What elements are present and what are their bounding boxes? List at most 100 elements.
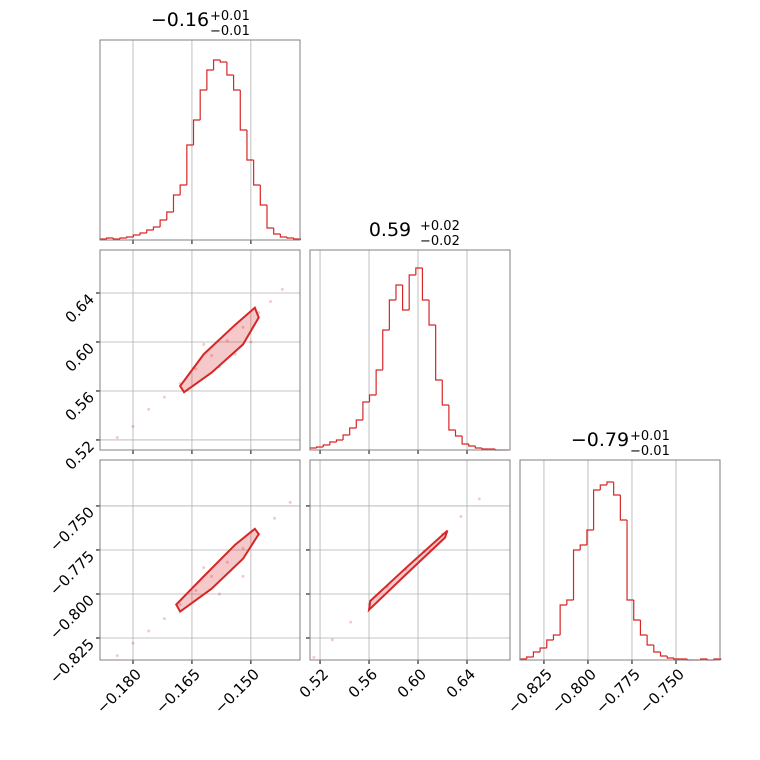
x-tick-label: −0.750 — [636, 665, 688, 717]
scatter-point — [115, 436, 119, 440]
histogram-step — [539, 647, 547, 652]
title-plus: +0.01 — [210, 9, 250, 24]
histogram-step — [382, 329, 390, 370]
histogram-step — [232, 75, 241, 91]
scatter-point — [194, 367, 198, 371]
histogram-step — [401, 285, 410, 311]
histogram-step — [566, 599, 574, 605]
histogram-step — [646, 635, 654, 646]
scatter-point — [162, 617, 166, 621]
panel-title: 0.59 — [369, 219, 411, 241]
scatter-point — [131, 424, 135, 428]
histogram-step — [395, 284, 403, 300]
histogram-step — [546, 639, 554, 648]
panel-title: −0.16 — [151, 9, 209, 31]
x-tick-label: −0.800 — [548, 665, 600, 717]
histogram-step — [186, 144, 194, 185]
histogram-step — [342, 434, 350, 440]
x-tick-label: 0.52 — [296, 665, 332, 701]
scatter-point — [162, 395, 166, 399]
y-tick-label: −0.775 — [46, 547, 98, 599]
histogram-step — [673, 658, 681, 660]
histogram-step — [619, 495, 628, 521]
histogram-step — [335, 439, 344, 442]
histogram-step — [106, 237, 114, 239]
scatter-point — [241, 325, 245, 329]
histogram-step — [552, 634, 561, 640]
histogram-step — [226, 62, 234, 76]
histogram-step — [388, 299, 396, 330]
panel-title: −0.79 — [571, 429, 629, 451]
panel: 0.52 0.56 0.60 0.64 — [296, 459, 511, 702]
histogram-step — [316, 446, 324, 448]
histogram-step — [119, 237, 127, 239]
panel-frame — [309, 249, 511, 451]
histogram-step — [559, 604, 567, 635]
histogram-step — [279, 234, 288, 238]
histogram-step — [172, 194, 181, 212]
histogram-step — [375, 369, 383, 395]
histogram-step — [253, 160, 261, 186]
y-tick-label: −0.825 — [46, 635, 98, 687]
histogram-step — [132, 234, 141, 237]
panel: −0.180 −0.165 −0.150 −0.825−0.800−0.775−0.7… — [46, 459, 301, 717]
y-tick-label: 0.52 — [62, 437, 98, 473]
histogram-step — [349, 427, 357, 435]
histogram-step — [579, 544, 587, 550]
histogram-step — [415, 267, 423, 275]
title-value: −0.16 — [151, 9, 209, 31]
contour — [367, 529, 449, 613]
histogram-step — [653, 645, 661, 653]
scatter-point — [115, 654, 119, 658]
panel-frame — [99, 459, 301, 661]
panel: −0.16 +0.01−0.01 — [99, 9, 301, 244]
scatter-point — [249, 340, 253, 344]
contour — [178, 306, 260, 394]
y-tick-label: −0.800 — [46, 591, 98, 643]
histogram-step — [286, 237, 294, 239]
histogram-step — [441, 380, 449, 406]
y-tick-label: 0.60 — [62, 339, 98, 375]
histogram-step — [322, 444, 330, 447]
histogram-step — [179, 184, 187, 195]
scatter-point — [202, 566, 206, 570]
histogram-step — [659, 652, 668, 657]
scatter-point — [131, 641, 135, 645]
histogram-step — [461, 436, 469, 445]
title-value: −0.79 — [571, 429, 629, 451]
histogram-step — [368, 394, 377, 402]
scatter-point — [269, 300, 273, 304]
histogram-step — [192, 119, 201, 145]
y-tick-label: −0.750 — [46, 503, 98, 555]
scatter-point — [272, 516, 276, 520]
x-tick-label: 0.64 — [443, 665, 479, 701]
title-minus: −0.01 — [630, 444, 670, 459]
histogram-step — [273, 228, 281, 235]
histogram-step — [481, 448, 489, 450]
histogram-step — [606, 481, 614, 485]
x-tick-label: −0.825 — [504, 665, 556, 717]
y-tick-label: 0.56 — [62, 388, 98, 424]
scatter-point — [288, 500, 292, 504]
histogram-step — [329, 441, 337, 445]
histogram-step — [421, 268, 430, 301]
histogram-step — [246, 130, 254, 161]
scatter-point — [459, 515, 463, 519]
scatter-point — [225, 560, 229, 564]
histogram-step — [599, 484, 607, 490]
title-plus: +0.02 — [420, 219, 460, 234]
title-minus: −0.01 — [210, 24, 250, 39]
scatter-point — [194, 588, 198, 592]
x-tick-label: 0.60 — [394, 665, 430, 701]
panel: 0.59 +0.02−0.02 — [309, 219, 511, 454]
x-tick-label: −0.165 — [152, 665, 204, 717]
histogram-step — [355, 419, 363, 428]
histogram-step — [408, 274, 416, 310]
scatter-point — [241, 546, 245, 550]
histogram-step — [639, 620, 648, 636]
histogram-step — [212, 59, 221, 70]
histogram-step — [454, 430, 463, 437]
scatter-point — [202, 342, 206, 346]
panel-frame — [309, 459, 511, 661]
